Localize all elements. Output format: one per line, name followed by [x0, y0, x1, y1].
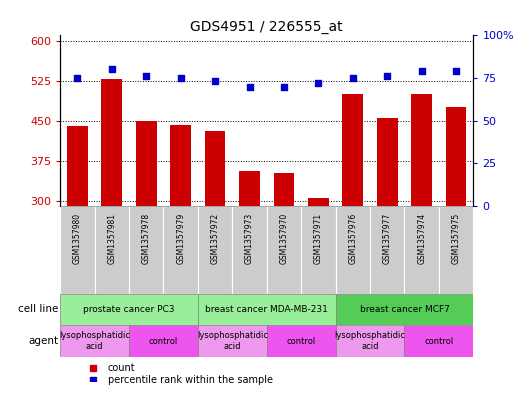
Point — [73, 75, 82, 81]
Point — [280, 83, 288, 90]
Bar — [377, 118, 397, 360]
Bar — [336, 325, 404, 357]
Bar — [129, 206, 163, 294]
Point — [176, 75, 185, 81]
Text: GSM1357971: GSM1357971 — [314, 213, 323, 264]
Bar — [370, 206, 404, 294]
Point — [108, 66, 116, 73]
Text: lysophosphatidic
acid: lysophosphatidic acid — [197, 331, 268, 351]
Point — [245, 83, 254, 90]
Text: GSM1357973: GSM1357973 — [245, 213, 254, 264]
Text: GSM1357978: GSM1357978 — [142, 213, 151, 264]
Bar — [274, 173, 294, 360]
Text: cell line: cell line — [18, 304, 59, 314]
Text: GSM1357981: GSM1357981 — [107, 213, 116, 264]
Text: control: control — [149, 336, 178, 345]
Point — [142, 73, 151, 79]
Bar — [170, 125, 191, 360]
Bar — [95, 206, 129, 294]
Text: GSM1357975: GSM1357975 — [451, 213, 461, 264]
Bar — [336, 206, 370, 294]
Point — [211, 78, 219, 84]
Bar — [404, 206, 439, 294]
Bar — [67, 126, 88, 360]
Bar — [404, 325, 473, 357]
Text: GSM1357976: GSM1357976 — [348, 213, 357, 264]
Text: breast cancer MDA-MB-231: breast cancer MDA-MB-231 — [206, 305, 328, 314]
Bar — [308, 198, 329, 360]
Bar — [163, 206, 198, 294]
Text: GSM1357974: GSM1357974 — [417, 213, 426, 264]
Text: GSM1357980: GSM1357980 — [73, 213, 82, 264]
Bar — [232, 206, 267, 294]
Text: breast cancer MCF7: breast cancer MCF7 — [359, 305, 449, 314]
Text: GSM1357979: GSM1357979 — [176, 213, 185, 264]
Bar — [343, 94, 363, 360]
Bar — [239, 171, 260, 360]
Bar — [267, 206, 301, 294]
Bar — [439, 206, 473, 294]
Text: GSM1357977: GSM1357977 — [383, 213, 392, 264]
Bar — [129, 325, 198, 357]
Point — [383, 73, 391, 79]
Text: percentile rank within the sample: percentile rank within the sample — [108, 375, 272, 385]
Point — [349, 75, 357, 81]
Bar — [101, 79, 122, 360]
Title: GDS4951 / 226555_at: GDS4951 / 226555_at — [190, 20, 343, 34]
Bar — [60, 325, 129, 357]
Text: count: count — [108, 363, 135, 373]
Point — [452, 68, 460, 74]
Text: GSM1357972: GSM1357972 — [211, 213, 220, 264]
Text: agent: agent — [28, 336, 59, 346]
Bar — [198, 294, 336, 325]
Bar — [411, 94, 432, 360]
Bar — [60, 294, 198, 325]
Bar — [336, 294, 473, 325]
Bar — [60, 206, 95, 294]
Bar — [267, 325, 336, 357]
Bar — [301, 206, 336, 294]
Text: lysophosphatidic
acid: lysophosphatidic acid — [59, 331, 130, 351]
Text: prostate cancer PC3: prostate cancer PC3 — [83, 305, 175, 314]
Text: lysophosphatidic
acid: lysophosphatidic acid — [335, 331, 405, 351]
Text: GSM1357970: GSM1357970 — [279, 213, 289, 264]
Text: control: control — [287, 336, 316, 345]
Bar — [205, 131, 225, 360]
Bar — [198, 325, 267, 357]
Bar — [198, 206, 232, 294]
Text: control: control — [424, 336, 453, 345]
Point — [314, 80, 323, 86]
Point — [417, 68, 426, 74]
Bar — [446, 107, 467, 360]
Bar — [136, 121, 156, 360]
